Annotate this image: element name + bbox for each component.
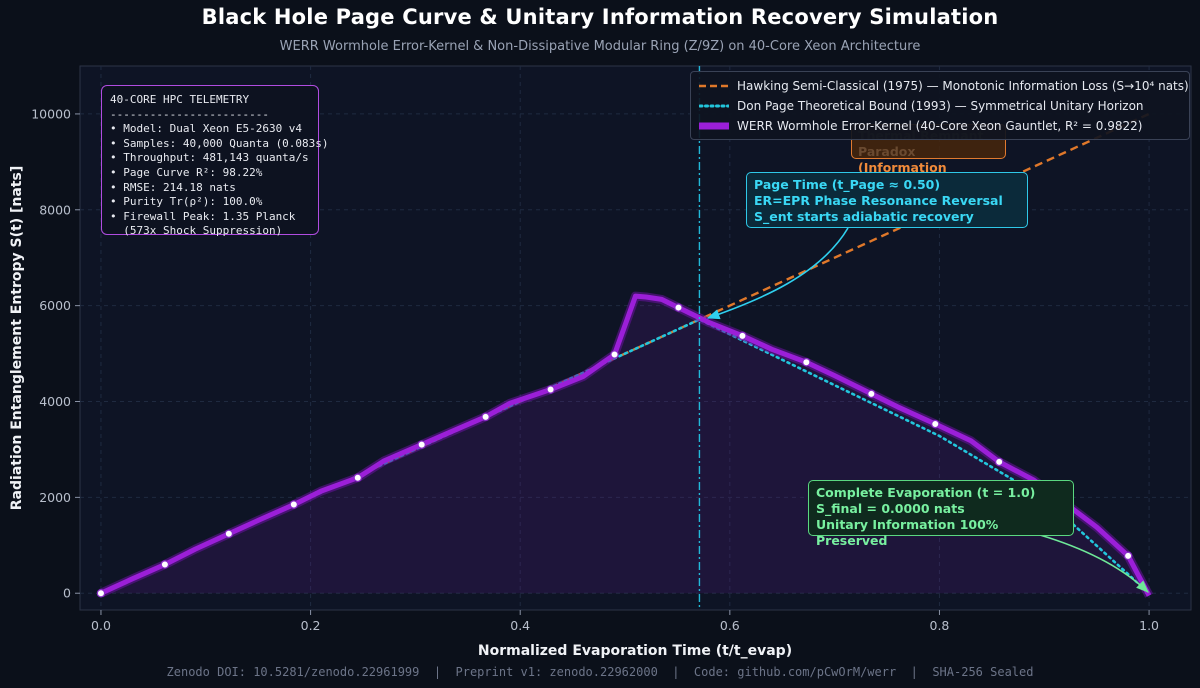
legend-label: Don Page Theoretical Bound (1993) — Symm… xyxy=(737,99,1144,113)
data-point-marker xyxy=(1123,551,1133,561)
y-axis-label: Radiation Entanglement Entropy S(t) [nat… xyxy=(9,166,25,510)
data-point-marker xyxy=(481,412,490,422)
x-tick-label: 0.8 xyxy=(930,618,950,633)
telemetry-line: • RMSE: 214.18 nats xyxy=(110,180,236,194)
y-tick-label: 10000 xyxy=(31,106,71,121)
y-tick-label: 4000 xyxy=(39,394,71,409)
telemetry-line: • Throughput: 481,143 quanta/s xyxy=(110,151,309,165)
legend-item-page: Don Page Theoretical Bound (1993) — Symm… xyxy=(699,96,1189,116)
solid-line-icon xyxy=(699,122,729,130)
evaporation-line2: S_final = 0.0000 nats xyxy=(816,501,965,516)
footer: Zenodo DOI: 10.5281/zenodo.22961999 | Pr… xyxy=(166,665,1034,679)
data-point-marker xyxy=(867,389,876,399)
data-point-marker xyxy=(96,589,106,598)
page-time-title: Page Time (t_Page ≈ 0.50) xyxy=(754,177,941,192)
data-point-marker xyxy=(738,331,747,341)
x-tick-label: 0.6 xyxy=(720,618,740,633)
telemetry-line: • Purity Tr(ρ²): 100.0% xyxy=(110,195,263,209)
telemetry-line: (573x Shock Suppression) xyxy=(110,224,283,238)
legend-item-hawking: Hawking Semi-Classical (1975) — Monotoni… xyxy=(699,76,1189,96)
chart-subtitle: WERR Wormhole Error-Kernel & Non-Dissipa… xyxy=(279,39,921,54)
legend-label: WERR Wormhole Error-Kernel (40-Core Xeon… xyxy=(737,119,1143,133)
dashed-line-icon xyxy=(699,84,729,88)
dotted-line-icon xyxy=(699,104,729,108)
werr-series-line xyxy=(99,293,1152,597)
telemetry-line: • Model: Dual Xeon E5-2630 v4 xyxy=(110,122,303,136)
data-point-marker xyxy=(802,358,811,367)
evaporation-arrow xyxy=(1039,534,1149,593)
x-tick-label: 0.4 xyxy=(510,618,530,633)
page-time-arrow xyxy=(706,227,849,320)
x-tick-label: 0.2 xyxy=(301,618,321,633)
legend: Hawking Semi-Classical (1975) — Monotoni… xyxy=(690,71,1190,140)
data-point-marker xyxy=(224,529,234,538)
data-point-marker xyxy=(546,385,555,394)
data-point-marker xyxy=(994,457,1004,467)
y-tick-label: 8000 xyxy=(39,202,71,217)
chart-title: Black Hole Page Curve & Unitary Informat… xyxy=(201,5,999,29)
page-time-callout: Page Time (t_Page ≈ 0.50) ER=EPR Phase R… xyxy=(746,172,1028,228)
telemetry-line: • Page Curve R²: 98.22% xyxy=(110,165,263,179)
data-point-marker xyxy=(674,303,683,312)
series-layer xyxy=(99,112,1154,598)
telemetry-line: • Samples: 40,000 Quanta (0.083s) xyxy=(110,136,329,150)
y-tick-label: 6000 xyxy=(39,298,71,313)
telemetry-box: 40-CORE HPC TELEMETRY ------------------… xyxy=(101,85,329,237)
data-point-marker xyxy=(289,500,299,509)
x-axis-label: Normalized Evaporation Time (t/t_evap) xyxy=(478,643,792,659)
data-point-marker xyxy=(160,560,170,569)
data-point-marker xyxy=(610,350,619,359)
evaporation-callout: Complete Evaporation (t = 1.0) S_final =… xyxy=(808,480,1074,548)
data-point-marker xyxy=(931,419,940,429)
x-tick-label: 1.0 xyxy=(1139,618,1159,633)
y-tick-label: 0 xyxy=(63,586,71,601)
legend-label: Hawking Semi-Classical (1975) — Monotoni… xyxy=(737,79,1189,93)
marker-layer xyxy=(96,303,1133,598)
y-tick-label: 2000 xyxy=(39,490,71,505)
evaporation-title: Complete Evaporation (t = 1.0) xyxy=(816,485,1036,500)
data-point-marker xyxy=(417,440,426,449)
tick-layer: 0.0 0.2 0.4 0.6 0.8 1.0 0 2000 4000 6000 8000 10000 xyxy=(31,106,1159,633)
data-point-marker xyxy=(353,473,362,482)
telemetry-divider: ------------------------ xyxy=(110,107,269,121)
page-time-line3: S_ent starts adiabatic recovery xyxy=(754,209,974,224)
evaporation-line3: Unitary Information 100% Preserved xyxy=(816,517,999,548)
x-tick-label: 0.0 xyxy=(91,618,111,633)
telemetry-line: • Firewall Peak: 1.35 Planck xyxy=(110,209,296,223)
legend-item-werr: WERR Wormhole Error-Kernel (40-Core Xeon… xyxy=(699,116,1189,136)
telemetry-heading: 40-CORE HPC TELEMETRY xyxy=(110,93,250,106)
page-time-line2: ER=EPR Phase Resonance Reversal xyxy=(754,193,1003,208)
